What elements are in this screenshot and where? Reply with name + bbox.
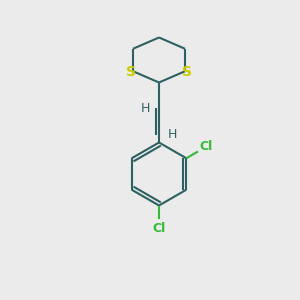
Text: H: H	[141, 101, 150, 115]
Text: S: S	[126, 65, 136, 79]
Text: Cl: Cl	[152, 222, 166, 235]
Text: H: H	[168, 128, 177, 142]
Text: S: S	[182, 65, 192, 79]
Text: Cl: Cl	[200, 140, 213, 153]
